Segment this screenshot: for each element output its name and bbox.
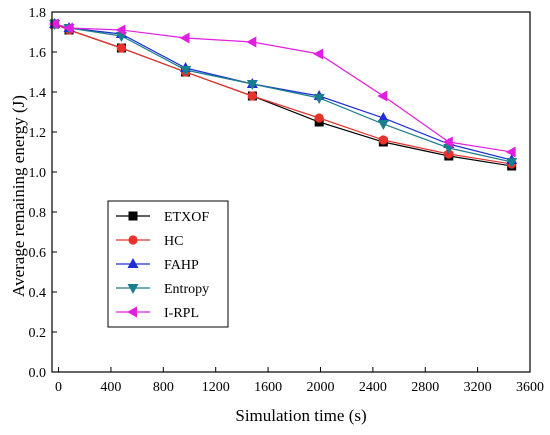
data-point-i-rpl — [63, 22, 74, 34]
data-point-entropy — [506, 158, 518, 168]
y-tick-label: 0.0 — [29, 366, 47, 381]
legend-label-hc: HC — [164, 234, 183, 249]
data-point-i-rpl — [115, 24, 126, 36]
data-point-hc — [378, 135, 388, 145]
x-tick-label: 2400 — [359, 380, 387, 395]
legend-label-entropy: Entropy — [164, 282, 209, 297]
y-tick-label: 1.4 — [29, 86, 47, 101]
x-tick-label: 2000 — [306, 380, 334, 395]
data-point-fahp — [377, 112, 389, 122]
data-point-hc — [116, 43, 127, 53]
y-tick-label: 1.0 — [29, 166, 47, 181]
data-point-entropy — [180, 66, 192, 76]
data-point-hc — [314, 113, 324, 123]
x-tick-label: 3600 — [516, 380, 544, 395]
legend-marker-entropy — [127, 284, 139, 294]
y-tick-label: 1.8 — [29, 6, 47, 21]
y-tick-label: 0.6 — [29, 246, 47, 261]
series-line-i-rpl — [54, 23, 512, 153]
data-point-entropy — [313, 94, 325, 104]
y-tick-label: 1.2 — [29, 126, 47, 141]
legend-label-i-rpl: I-RPL — [164, 306, 199, 321]
data-point-entropy — [377, 120, 389, 130]
data-point-hc — [247, 91, 257, 101]
legend: ETXOF HC FAHP Entropy I-RPL — [107, 200, 229, 328]
x-tick-label: 1200 — [202, 380, 230, 395]
x-tick-label: 400 — [100, 380, 121, 395]
x-tick-label: 1600 — [254, 380, 282, 395]
legend-label-etxof: ETXOF — [164, 210, 209, 225]
y-tick-label: 0.8 — [29, 206, 47, 221]
data-point-i-rpl — [246, 36, 257, 48]
plot-frame — [51, 11, 531, 373]
plot-area: 0 400 800 1200 1600 2000 2400 2800 3200 3600 0.0 0.… — [29, 6, 545, 395]
y-tick-label: 0.4 — [29, 286, 47, 301]
y-axis-title: Average remaining energy (J) — [9, 95, 28, 297]
data-point-i-rpl — [313, 48, 324, 60]
legend-marker-i-rpl — [127, 306, 137, 318]
y-tick-label: 1.6 — [29, 46, 47, 61]
legend-label-fahp: FAHP — [164, 258, 199, 273]
data-point-i-rpl — [377, 90, 388, 102]
data-point-i-rpl — [48, 18, 59, 30]
legend-marker-fahp — [127, 258, 139, 268]
legend-marker-hc — [128, 235, 138, 245]
y-tick-label: 0.2 — [29, 326, 47, 341]
x-tick-label: 0 — [55, 380, 62, 395]
x-tick-label: 800 — [153, 380, 174, 395]
legend-marker-etxof — [128, 211, 138, 221]
data-point-i-rpl — [442, 136, 453, 148]
x-axis-title: Simulation time (s) — [235, 406, 366, 425]
x-tick-label: 2800 — [411, 380, 439, 395]
x-tick-label: 3200 — [464, 380, 492, 395]
data-point-i-rpl — [505, 146, 516, 158]
data-point-entropy — [246, 80, 258, 90]
data-point-i-rpl — [179, 32, 190, 44]
